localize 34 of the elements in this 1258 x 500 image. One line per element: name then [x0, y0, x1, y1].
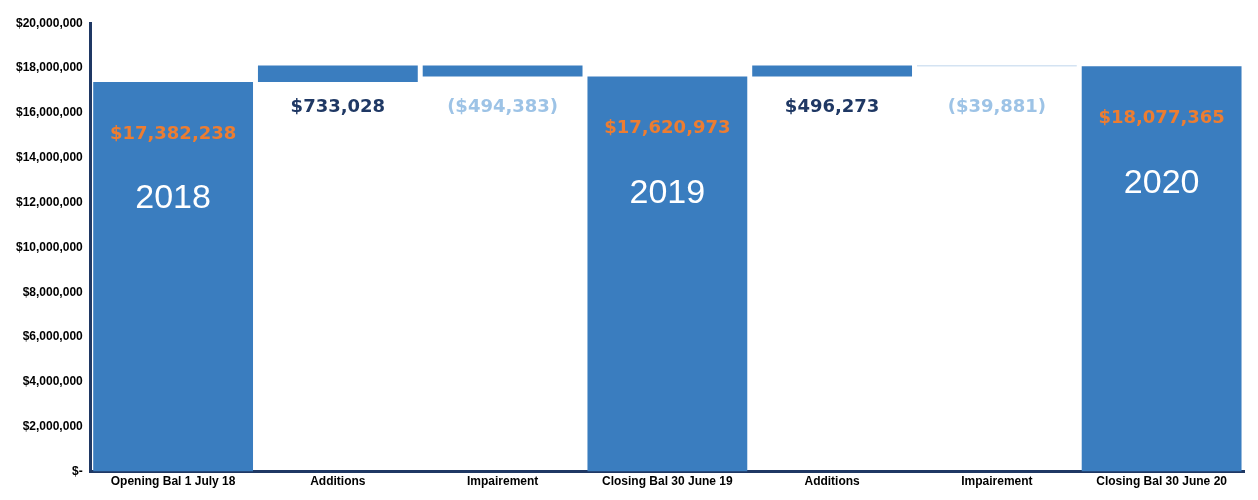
- x-tick-label: Closing Bal 30 June 20: [1096, 474, 1228, 489]
- y-tick-label: $8,000,000: [22, 284, 84, 299]
- y-tick-label: $-: [72, 463, 83, 478]
- y-tick-label: $2,000,000: [22, 419, 84, 434]
- y-tick-label: $10,000,000: [16, 239, 84, 254]
- y-tick-label: $18,000,000: [16, 60, 84, 75]
- bar: [257, 65, 418, 82]
- x-tick-label: Impairement: [961, 474, 1033, 489]
- data-label: ($39,881): [947, 95, 1047, 117]
- y-tick-label: $12,000,000: [16, 194, 84, 209]
- x-tick-label: Opening Bal 1 July 18: [110, 474, 236, 489]
- bar: [422, 65, 583, 77]
- annotation: 2020: [1123, 161, 1200, 200]
- y-tick-label: $6,000,000: [22, 329, 84, 344]
- y-tick-label: $4,000,000: [22, 374, 84, 389]
- data-label: ($494,383): [447, 95, 559, 117]
- bar: [587, 76, 748, 472]
- y-tick-label: $20,000,000: [16, 15, 84, 30]
- x-tick-label: Impairement: [466, 474, 539, 489]
- x-tick-label: Additions: [804, 474, 861, 489]
- data-label: $17,620,973: [604, 116, 731, 138]
- x-tick-label: Additions: [310, 474, 366, 489]
- bar: [752, 65, 913, 77]
- data-label: $17,382,238: [109, 121, 237, 143]
- annotation: 2018: [135, 177, 211, 216]
- data-label: $496,273: [784, 95, 880, 117]
- data-label: $733,028: [290, 95, 386, 117]
- x-tick-label: Closing Bal 30 June 19: [602, 474, 734, 489]
- bar: [1081, 66, 1242, 472]
- annotation: 2019: [629, 171, 706, 210]
- bar: [93, 81, 254, 472]
- y-tick-label: $14,000,000: [16, 150, 84, 165]
- y-tick-label: $16,000,000: [16, 105, 84, 120]
- data-label: $18,077,365: [1098, 105, 1225, 127]
